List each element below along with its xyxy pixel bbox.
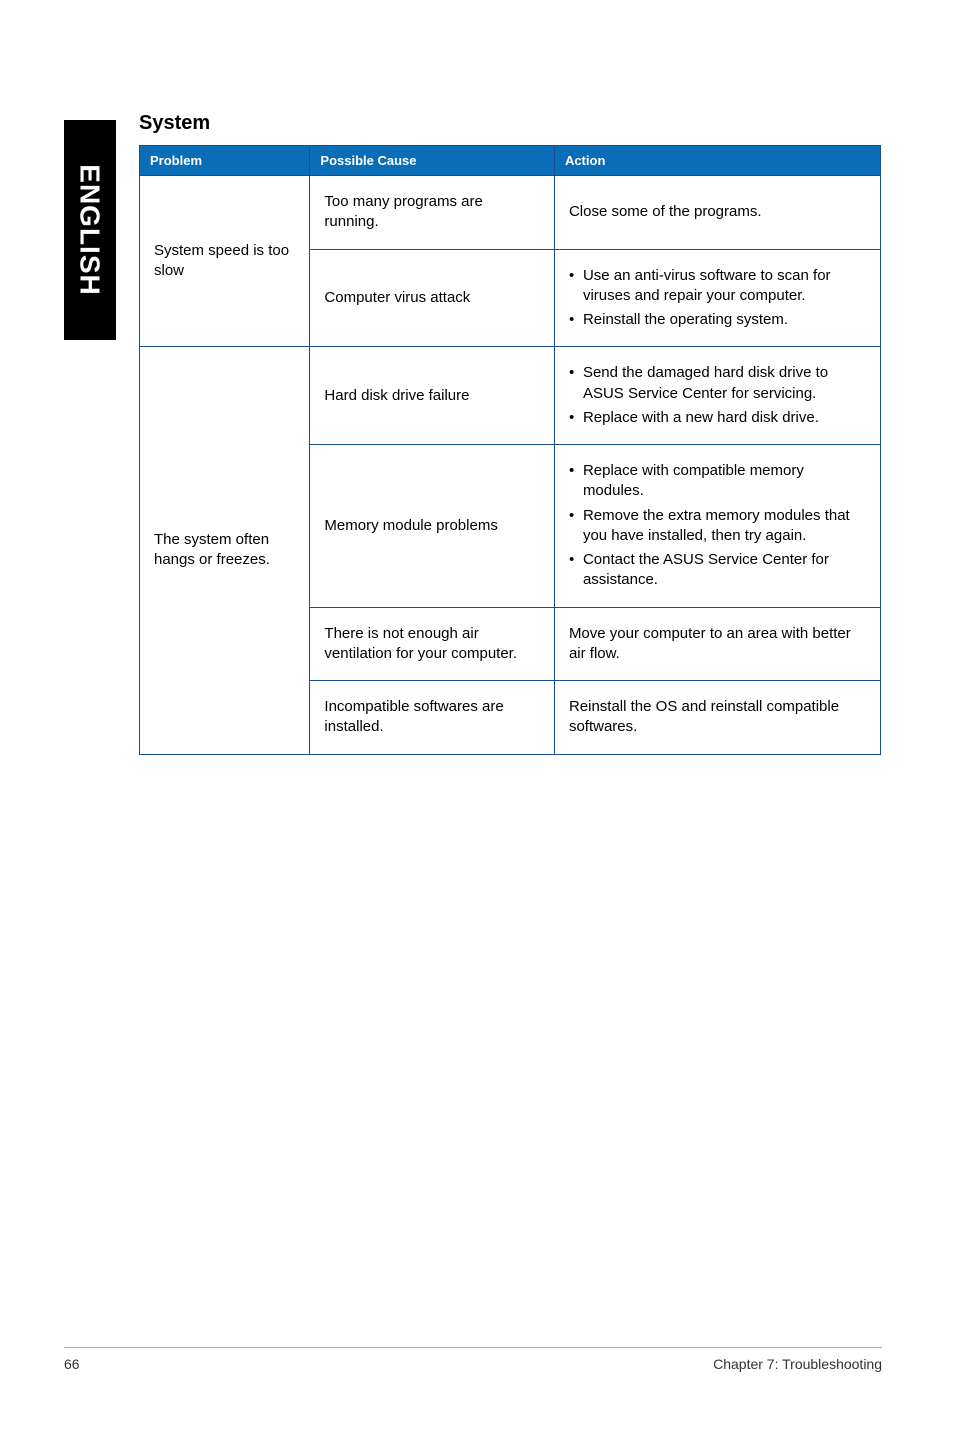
section-title: System	[139, 112, 881, 135]
table-row: The system often hangs or freezes. Hard …	[140, 347, 881, 445]
content-area: System Problem Possible Cause Action Sys…	[139, 112, 881, 755]
cause-cell: There is not enough air ventilation for …	[310, 607, 555, 681]
header-cause: Possible Cause	[310, 146, 555, 176]
problem-cell: The system often hangs or freezes.	[140, 347, 310, 754]
cause-cell: Computer virus attack	[310, 249, 555, 347]
action-cell: Use an anti-virus software to scan for v…	[554, 249, 880, 347]
page-root: ENGLISH System Problem Possible Cause Ac…	[0, 0, 954, 1438]
table-header-row: Problem Possible Cause Action	[140, 146, 881, 176]
action-cell: Reinstall the OS and reinstall compatibl…	[554, 681, 880, 755]
action-cell: Close some of the programs.	[554, 176, 880, 250]
action-cell: Send the damaged hard disk drive to ASUS…	[554, 347, 880, 445]
action-list-item: Use an anti-virus software to scan for v…	[569, 266, 866, 307]
table-row: System speed is too slow Too many progra…	[140, 176, 881, 250]
chapter-label: Chapter 7: Troubleshooting	[713, 1356, 882, 1372]
action-list-item: Replace with a new hard disk drive.	[569, 408, 866, 428]
action-list-item: Send the damaged hard disk drive to ASUS…	[569, 363, 866, 404]
cause-cell: Hard disk drive failure	[310, 347, 555, 445]
action-cell: Replace with compatible memory modules. …	[554, 445, 880, 608]
action-list: Use an anti-virus software to scan for v…	[569, 266, 866, 331]
action-list-item: Reinstall the operating system.	[569, 310, 866, 330]
cause-cell: Memory module problems	[310, 445, 555, 608]
language-side-tab: ENGLISH	[64, 120, 116, 340]
problem-cell: System speed is too slow	[140, 176, 310, 347]
page-number: 66	[64, 1356, 80, 1372]
cause-cell: Too many programs are running.	[310, 176, 555, 250]
page-footer: 66 Chapter 7: Troubleshooting	[64, 1347, 882, 1372]
action-list: Replace with compatible memory modules. …	[569, 461, 866, 591]
troubleshoot-table: Problem Possible Cause Action System spe…	[139, 145, 881, 755]
action-list-item: Replace with compatible memory modules.	[569, 461, 866, 502]
action-list-item: Contact the ASUS Service Center for assi…	[569, 550, 866, 591]
action-list-item: Remove the extra memory modules that you…	[569, 506, 866, 547]
cause-cell: Incompatible softwares are installed.	[310, 681, 555, 755]
action-cell: Move your computer to an area with bette…	[554, 607, 880, 681]
language-label: ENGLISH	[74, 164, 106, 295]
header-problem: Problem	[140, 146, 310, 176]
header-action: Action	[554, 146, 880, 176]
action-list: Send the damaged hard disk drive to ASUS…	[569, 363, 866, 428]
